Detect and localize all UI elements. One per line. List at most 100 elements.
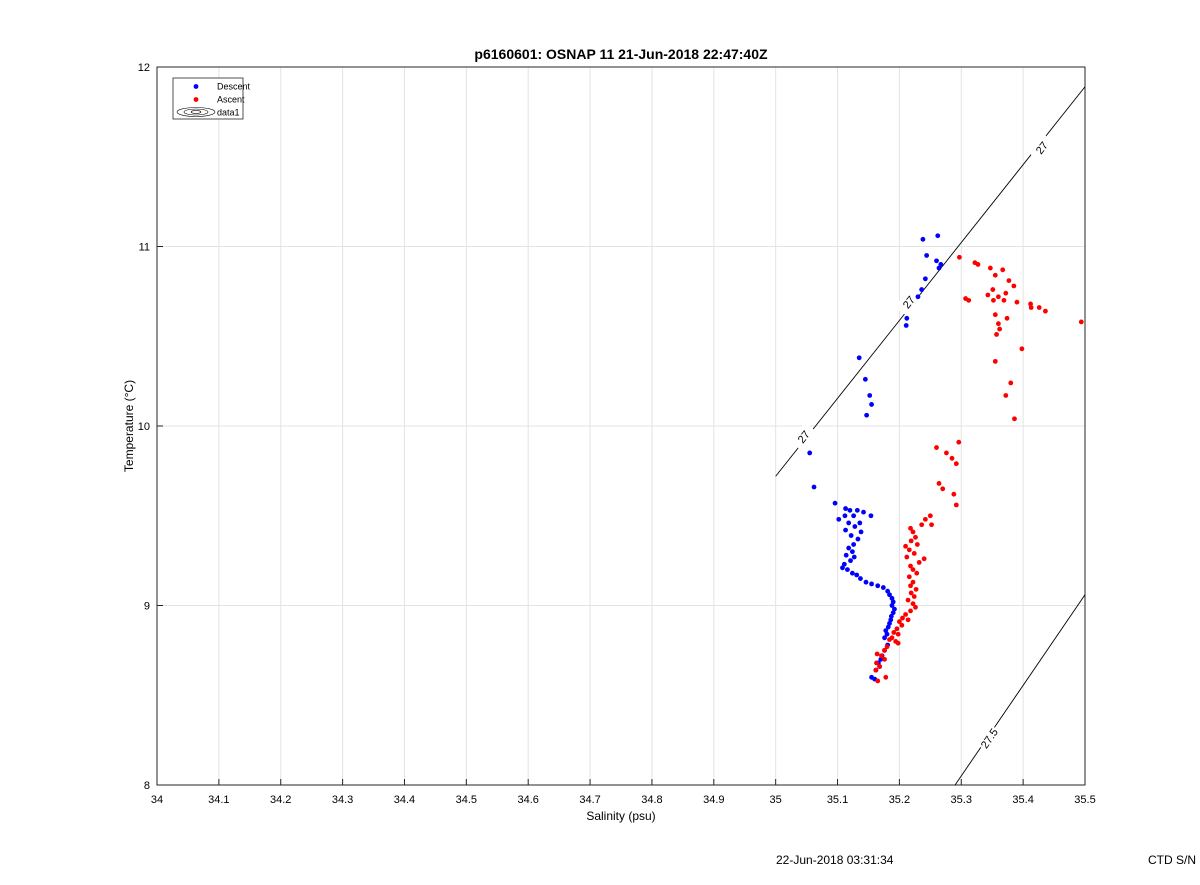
ascent-point: [953, 502, 959, 508]
ascent-point: [1036, 305, 1042, 310]
ascent-point: [922, 516, 928, 522]
ascent-point: [934, 445, 939, 450]
ascent-point: [903, 612, 908, 617]
ascent-point: [916, 560, 922, 565]
y-tick-label: 12: [138, 62, 150, 74]
ascent-point: [908, 583, 913, 589]
descent-point: [848, 558, 853, 564]
legend: Descent Ascent data1: [172, 77, 251, 120]
ascent-point: [1028, 301, 1033, 307]
descent-point: [868, 513, 874, 519]
descent-point: [867, 393, 873, 398]
legend-label-descent: Descent: [217, 82, 251, 92]
descent-point: [884, 631, 890, 637]
ascent-point: [895, 640, 901, 646]
ascent-point: [991, 297, 996, 303]
ascent-point: [1003, 290, 1009, 296]
descent-point: [863, 579, 869, 585]
ascent-point: [995, 321, 1001, 327]
descent-point: [836, 516, 842, 522]
x-tick-label: 35.5: [1074, 794, 1095, 806]
ascent-point: [883, 674, 889, 680]
descent-point: [849, 549, 855, 555]
descent-point: [855, 536, 861, 542]
x-tick-label: 34.2: [270, 794, 291, 806]
descent-point: [885, 588, 891, 594]
descent-point: [841, 561, 847, 567]
contour-label-gap: [894, 287, 923, 317]
ascent-point: [875, 678, 881, 684]
legend-marker-contour-icon: [176, 107, 216, 117]
ascent-point: [891, 630, 897, 635]
ascent-point: [894, 626, 900, 632]
ascent-point: [906, 574, 912, 580]
ascent-point: [994, 332, 999, 337]
descent-point: [856, 355, 862, 361]
x-tick-label: 34.7: [579, 794, 600, 806]
ascent-point: [914, 570, 920, 576]
ascent-point: [966, 297, 972, 303]
legend-marker-descent: [193, 84, 199, 89]
ascent-point: [985, 292, 991, 298]
y-tick-label: 11: [139, 242, 150, 254]
ascent-point: [882, 656, 887, 662]
descent-point: [915, 294, 921, 300]
descent-point: [857, 520, 863, 526]
descent-point: [851, 554, 857, 560]
descent-point: [875, 583, 881, 589]
ascent-point: [1008, 380, 1014, 386]
ascent-point: [913, 586, 919, 592]
ascent-point: [936, 481, 942, 486]
x-tick-label: 35.1: [827, 794, 848, 806]
ascent-point: [879, 653, 884, 659]
descent-point: [882, 635, 887, 641]
ascent-point: [927, 513, 933, 519]
contour-label: 27: [796, 429, 813, 446]
ascent-point: [1006, 278, 1012, 284]
x-tick-label: 35: [770, 794, 782, 806]
ascent-point: [956, 439, 962, 445]
legend-label-data1: data1: [217, 108, 240, 118]
ascent-point: [874, 651, 880, 657]
x-axis-ticks: 34 34.1 34.2 34.3 34.4 34.5 34.6 34.7 34.8 34.9 35…: [151, 779, 1096, 806]
ascent-point: [906, 547, 912, 553]
ascent-point: [1028, 305, 1034, 310]
ascent-point: [921, 556, 927, 562]
ascent-point: [951, 491, 957, 497]
descent-point: [869, 581, 874, 587]
contour-line: [954, 594, 1086, 786]
y-axis-label: Temperature (°C): [122, 380, 136, 472]
descent-point: [890, 610, 896, 616]
y-tick-label: 9: [144, 601, 150, 613]
descent-point: [934, 258, 939, 264]
descent-point: [903, 323, 909, 328]
descent-point: [885, 624, 891, 630]
ascent-point: [1014, 299, 1020, 305]
ascent-point: [987, 265, 993, 271]
ascent-point: [949, 455, 955, 461]
descent-point: [887, 592, 892, 598]
footer-ctd-serial: CTD S/N: [1148, 853, 1196, 867]
y-tick-label: 8: [144, 780, 150, 792]
ascent-point: [1011, 283, 1017, 289]
descent-point: [854, 507, 860, 513]
descent-point: [847, 507, 853, 513]
descent-point: [864, 412, 870, 418]
descent-point: [888, 613, 894, 619]
ascent-point: [944, 450, 949, 456]
ascent-point: [910, 567, 916, 572]
x-tick-label: 35.2: [889, 794, 910, 806]
descent-point: [935, 233, 941, 239]
ascent-point: [913, 534, 918, 540]
descent-point: [869, 402, 874, 407]
descent-point: [842, 513, 848, 519]
contour-label: 27: [1034, 140, 1051, 157]
ascent-point: [1001, 297, 1007, 303]
ascent-point: [877, 664, 883, 669]
descent-point: [843, 552, 849, 558]
contour-label-gap: [975, 723, 1003, 753]
ascent-point: [908, 590, 914, 596]
grid-lines: [156, 66, 1086, 786]
